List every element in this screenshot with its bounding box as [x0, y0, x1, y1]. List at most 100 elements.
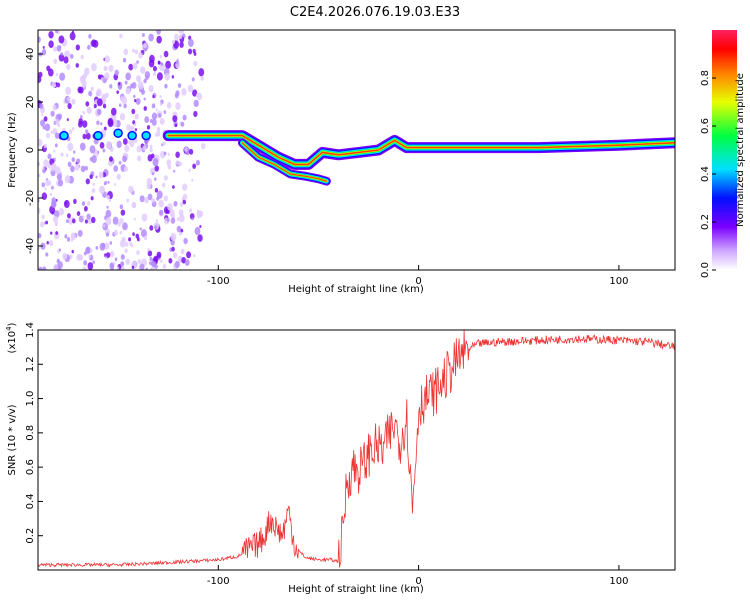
noise-speckle	[114, 69, 119, 76]
colorbar-label: Normalized spectral amplitude	[735, 73, 746, 227]
noise-speckle	[126, 198, 130, 203]
noise-speckle	[116, 266, 120, 270]
noise-speckle	[155, 108, 158, 112]
noise-speckle	[156, 130, 161, 137]
noise-speckle	[166, 159, 172, 166]
noise-speckle	[149, 225, 154, 231]
spectrogram-y-label: Frequency (Hz)	[7, 112, 18, 188]
noise-speckle	[131, 108, 136, 115]
noise-speckle	[105, 209, 112, 218]
noise-speckle	[97, 74, 102, 80]
noise-speckle	[60, 52, 63, 56]
noise-speckle	[87, 44, 91, 50]
noise-speckle	[155, 219, 159, 223]
noise-speckle	[154, 165, 159, 172]
snr-x-tick-label: 0	[415, 576, 421, 587]
noise-speckle	[38, 266, 43, 270]
snr-y-tick-label: 1.2	[25, 356, 36, 372]
snr-scale-exponent: 4	[5, 326, 13, 331]
spectrogram-x-tick-label: -100	[207, 276, 230, 287]
noise-speckle	[108, 156, 114, 162]
snr-ticks: -100 0 100 0.2 0.4 0.6 0.8 1.0 1.2 1.4	[25, 322, 628, 587]
noise-speckle	[162, 141, 166, 146]
noise-speckle	[151, 118, 157, 126]
noise-speckle	[85, 129, 89, 134]
noise-speckle	[88, 34, 92, 39]
noise-speckle	[92, 182, 95, 187]
noise-speckle	[106, 252, 111, 258]
noise-speckle	[156, 190, 163, 199]
noise-speckle	[80, 165, 86, 173]
noise-speckle	[46, 65, 51, 72]
noise-speckle	[99, 142, 105, 149]
noise-speckle	[107, 180, 110, 184]
noise-speckle	[157, 60, 161, 65]
noise-speckle	[121, 236, 126, 243]
noise-speckle	[100, 77, 104, 82]
noise-speckle	[89, 157, 93, 162]
noise-speckle	[140, 229, 147, 238]
noise-speckle	[56, 258, 60, 264]
noise-speckle	[98, 185, 105, 195]
noise-speckle	[72, 218, 76, 224]
noise-speckle	[90, 63, 97, 72]
noise-speckle	[91, 155, 97, 164]
noise-speckle	[75, 63, 79, 68]
noise-speckle	[47, 153, 52, 160]
spectral-peak	[59, 130, 69, 141]
noise-speckle	[147, 248, 150, 252]
noise-speckle	[71, 127, 75, 131]
noise-speckle	[48, 40, 54, 49]
noise-speckle	[49, 240, 54, 247]
noise-speckle	[142, 145, 147, 151]
noise-speckle	[171, 246, 175, 252]
noise-speckle	[119, 33, 123, 39]
noise-speckle	[163, 110, 167, 114]
noise-speckle	[98, 171, 104, 179]
noise-speckle	[154, 187, 159, 193]
noise-speckle	[173, 169, 176, 173]
noise-speckle	[47, 164, 51, 169]
noise-speckle	[119, 230, 123, 235]
noise-speckle	[159, 54, 163, 59]
noise-speckle	[108, 64, 114, 72]
noise-speckle	[125, 72, 131, 81]
noise-speckle	[96, 88, 102, 97]
noise-speckle	[92, 39, 99, 48]
noise-speckle	[181, 88, 187, 96]
noise-speckle	[187, 38, 194, 47]
noise-speckle	[86, 106, 92, 114]
noise-speckle	[82, 120, 88, 128]
noise-speckle	[142, 32, 145, 38]
noise-speckle	[143, 97, 146, 101]
noise-speckle	[191, 77, 195, 82]
noise-speckle	[124, 144, 130, 152]
noise-speckle	[156, 72, 163, 81]
spectrogram-y-tick-label: -40	[25, 238, 36, 254]
noise-speckle	[150, 260, 156, 267]
noise-speckle	[59, 248, 62, 252]
noise-speckle	[53, 149, 56, 153]
noise-speckle	[107, 117, 114, 126]
noise-speckle	[51, 197, 57, 204]
noise-speckle	[125, 258, 131, 265]
noise-speckle	[184, 259, 190, 266]
noise-speckle	[152, 65, 157, 72]
spectrogram-noise	[38, 30, 206, 270]
noise-speckle	[199, 224, 202, 229]
noise-speckle	[64, 201, 68, 205]
noise-speckle	[149, 54, 155, 63]
noise-speckle	[54, 221, 58, 227]
noise-speckle	[75, 44, 81, 51]
noise-speckle	[68, 129, 73, 135]
noise-speckle	[154, 225, 157, 230]
noise-speckle	[50, 130, 54, 134]
noise-speckle	[41, 182, 46, 188]
noise-speckle	[140, 66, 146, 74]
noise-speckle	[49, 192, 53, 197]
spectral-peak	[93, 130, 103, 141]
snr-x-label: Height of straight line (km)	[288, 584, 424, 595]
noise-speckle	[156, 30, 161, 35]
noise-speckle	[66, 118, 69, 122]
noise-speckle	[73, 150, 76, 154]
